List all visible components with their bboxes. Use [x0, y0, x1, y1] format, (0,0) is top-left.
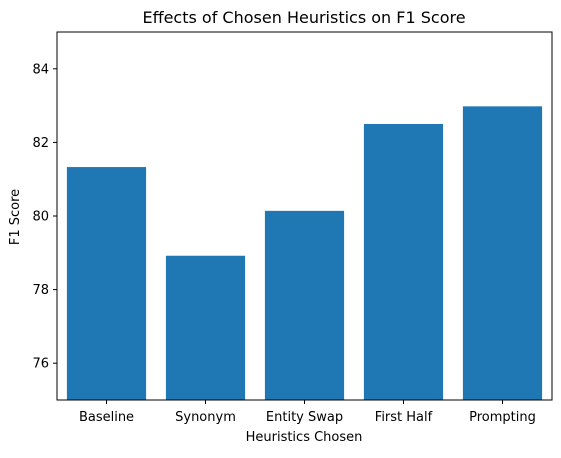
x-axis-label: Heuristics Chosen: [246, 430, 363, 445]
y-tick-label: 80: [32, 210, 49, 225]
y-tick-label: 82: [32, 136, 49, 151]
x-tick-label: First Half: [375, 410, 433, 425]
bar-first-half: [363, 124, 444, 400]
x-tick-label: Baseline: [79, 410, 134, 425]
bar-prompting: [462, 106, 543, 400]
y-axis-label: F1 Score: [8, 189, 23, 245]
x-tick-label: Entity Swap: [266, 410, 343, 425]
y-tick-label: 76: [32, 357, 49, 372]
chart-title: Effects of Chosen Heuristics on F1 Score: [142, 8, 465, 27]
y-tick-label: 78: [32, 283, 49, 298]
bar-synonym: [165, 255, 246, 400]
y-tick-label: 84: [32, 62, 49, 77]
bar-entity-swap: [264, 210, 345, 400]
plot-area: Baseline Synonym Entity Swap First Half Prom…: [32, 31, 553, 425]
x-tick-label: Prompting: [469, 410, 536, 425]
bar-baseline: [66, 167, 147, 400]
x-tick-label: Synonym: [175, 410, 236, 425]
